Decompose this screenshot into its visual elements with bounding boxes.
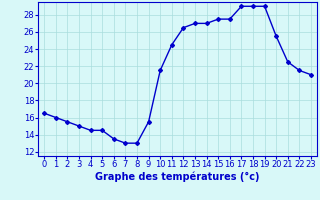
- X-axis label: Graphe des températures (°c): Graphe des températures (°c): [95, 172, 260, 182]
